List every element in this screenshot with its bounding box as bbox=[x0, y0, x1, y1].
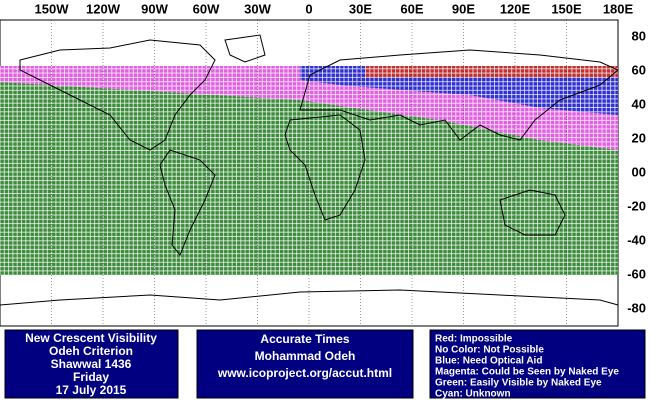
lon-label: 60W bbox=[193, 1, 220, 16]
legend-line: Magenta: Could be Seen by Naked Eye bbox=[435, 367, 619, 378]
lon-label: 120W bbox=[86, 1, 121, 16]
legend-line: Blue: Need Optical Aid bbox=[435, 356, 542, 367]
title-panel bbox=[196, 329, 414, 399]
lon-label: 30E bbox=[349, 1, 372, 16]
lon-label: 120E bbox=[500, 1, 531, 16]
lat-label: 00 bbox=[632, 164, 646, 179]
left-line: New Crescent Visibility bbox=[25, 331, 157, 345]
legend-line: No Color: Not Possible bbox=[435, 345, 544, 356]
lon-label: 150W bbox=[35, 1, 70, 16]
center-line: Mohammad Odeh bbox=[255, 349, 356, 363]
lon-label: 90W bbox=[141, 1, 168, 16]
australia bbox=[499, 189, 566, 236]
center-line: Accurate Times bbox=[260, 332, 349, 346]
lat-label: 20 bbox=[632, 130, 646, 145]
axes: 150W 120W 90W 60W 30W 0 30E 60E 90E 120E 150E 180E 8… bbox=[35, 1, 646, 326]
lat-label: -40 bbox=[627, 232, 646, 247]
greenland bbox=[224, 34, 266, 63]
lon-label: 30W bbox=[244, 1, 271, 16]
lon-label: 180E bbox=[603, 1, 634, 16]
legend-panel bbox=[429, 329, 646, 399]
center-line: www.icoproject.org/accut.html bbox=[217, 366, 392, 380]
info-panel bbox=[4, 329, 179, 399]
coastlines bbox=[0, 34, 619, 306]
lon-label: 150E bbox=[551, 1, 582, 16]
legend-line: Green: Easily Visible by Naked Eye bbox=[435, 378, 602, 389]
lat-label: -60 bbox=[627, 266, 646, 281]
eurasia bbox=[299, 49, 619, 141]
left-line: Shawwal 1436 bbox=[51, 357, 132, 371]
south-america bbox=[159, 149, 216, 256]
left-line: 17 July 2015 bbox=[56, 383, 127, 397]
north-america bbox=[19, 39, 216, 151]
lon-label: 60E bbox=[400, 1, 423, 16]
antarctica bbox=[0, 289, 619, 306]
lat-label: 60 bbox=[632, 62, 646, 77]
legend-line: Cyan: Unknown bbox=[435, 389, 511, 400]
lat-label: -20 bbox=[627, 198, 646, 213]
africa bbox=[284, 114, 366, 221]
left-line: Friday bbox=[73, 370, 109, 384]
lat-label: 80 bbox=[632, 28, 646, 43]
left-line: Odeh Criterion bbox=[49, 344, 133, 358]
lon-label: 90E bbox=[452, 1, 475, 16]
lat-label: -80 bbox=[627, 300, 646, 315]
lat-label: 40 bbox=[632, 96, 646, 111]
lon-label: 0 bbox=[305, 1, 312, 16]
legend-line: Red: Impossible bbox=[435, 334, 513, 345]
